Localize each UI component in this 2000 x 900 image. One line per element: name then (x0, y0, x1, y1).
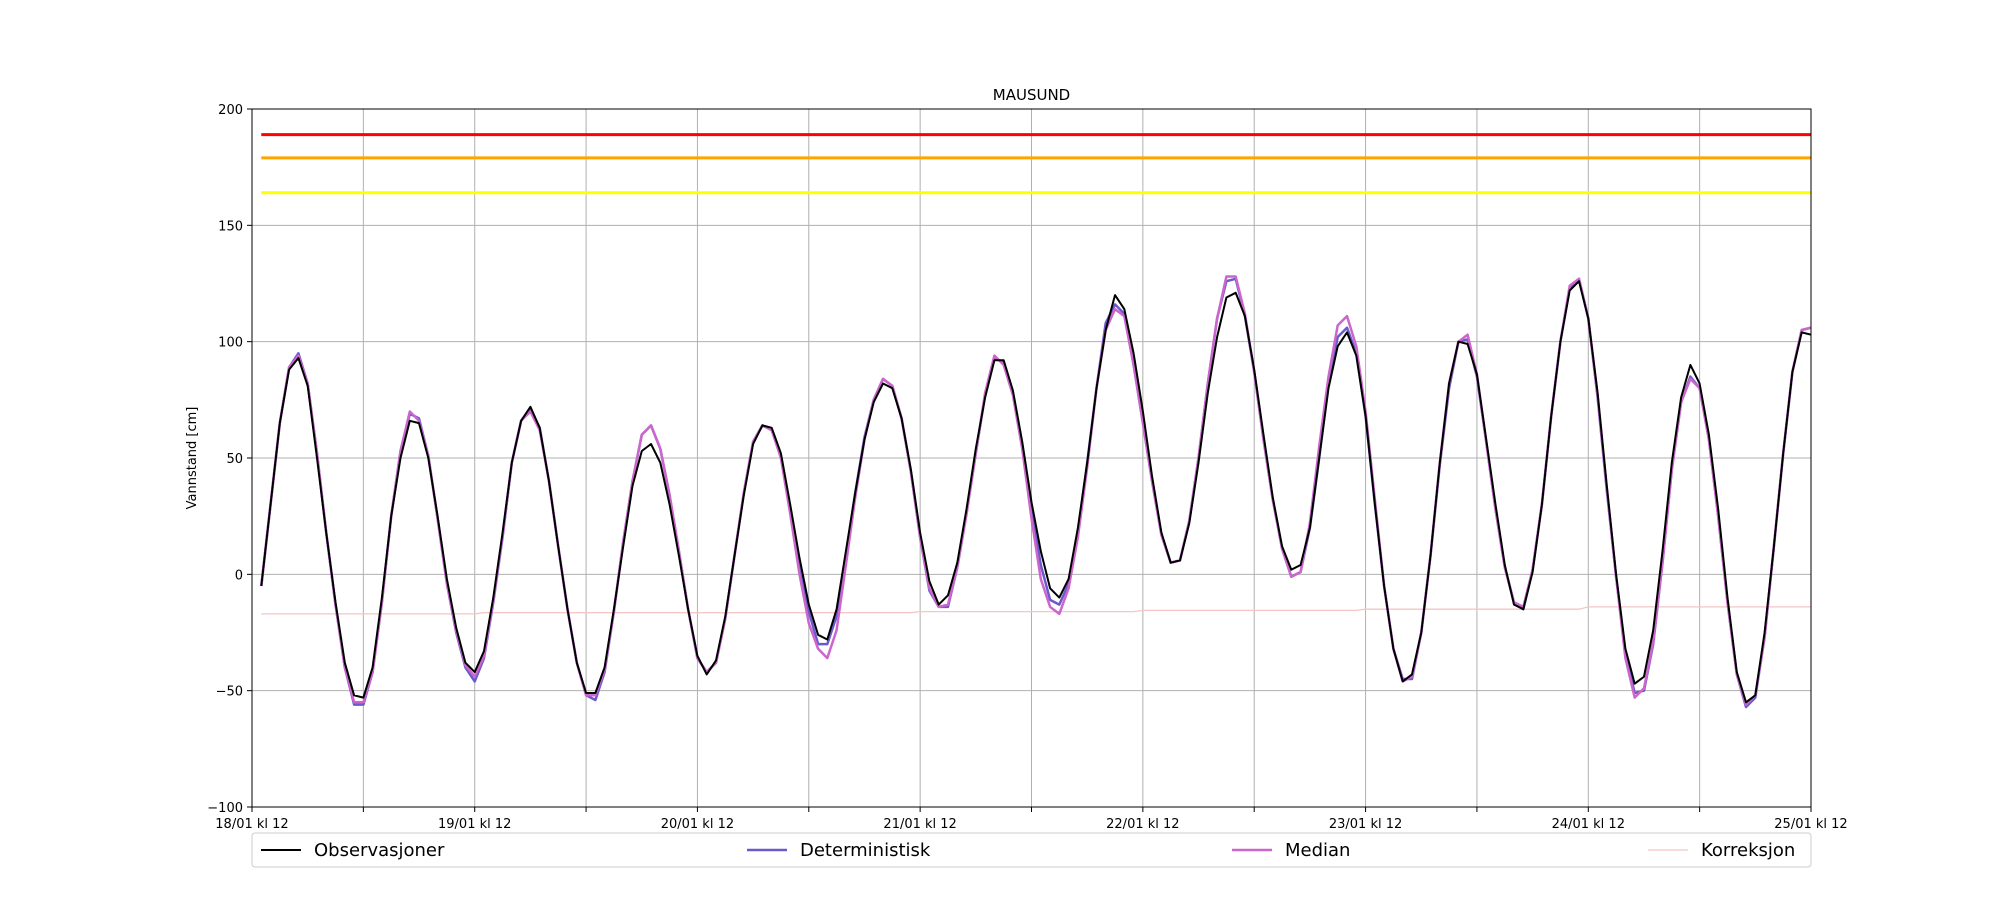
x-tick-label: 22/01 kl 12 (1106, 817, 1179, 832)
threshold-lines (261, 133, 1811, 195)
y-tick-label: 200 (218, 103, 243, 118)
legend-box (251, 832, 1812, 868)
axes: −100 −50 0 50 100 150 200 18/01 kl 12 19/01 kl 1… (207, 103, 1847, 832)
legend: Observasjoner Deterministisk Median Korreks… (251, 832, 1812, 868)
y-tick-label: 50 (226, 452, 243, 467)
y-tick-label: 0 (235, 568, 243, 583)
series-line-observasjoner (260, 280, 1812, 704)
x-tick-label: 25/01 kl 12 (1774, 817, 1847, 832)
legend-label: Median (1285, 840, 1350, 861)
x-tick-label: 24/01 kl 12 (1552, 817, 1625, 832)
x-tick-label: 23/01 kl 12 (1329, 817, 1402, 832)
legend-label: Deterministisk (800, 840, 931, 861)
legend-label: Observasjoner (314, 840, 445, 861)
legend-label: Korreksjon (1701, 840, 1795, 861)
y-tick-label: 100 (218, 336, 243, 351)
y-axis-label: Vannstand [cm] (185, 407, 200, 510)
x-tick-label: 21/01 kl 12 (883, 817, 956, 832)
y-tick-label: −50 (216, 685, 243, 700)
x-tick-label: 18/01 kl 12 (215, 817, 288, 832)
y-tick-label: −100 (207, 801, 243, 816)
chart-title: MAUSUND (993, 86, 1070, 104)
y-tick-label: 150 (218, 219, 243, 234)
x-tick-label: 19/01 kl 12 (438, 817, 511, 832)
series-lines (260, 275, 1812, 709)
x-tick-label: 20/01 kl 12 (661, 817, 734, 832)
series-line-korreksjon (261, 606, 1811, 615)
